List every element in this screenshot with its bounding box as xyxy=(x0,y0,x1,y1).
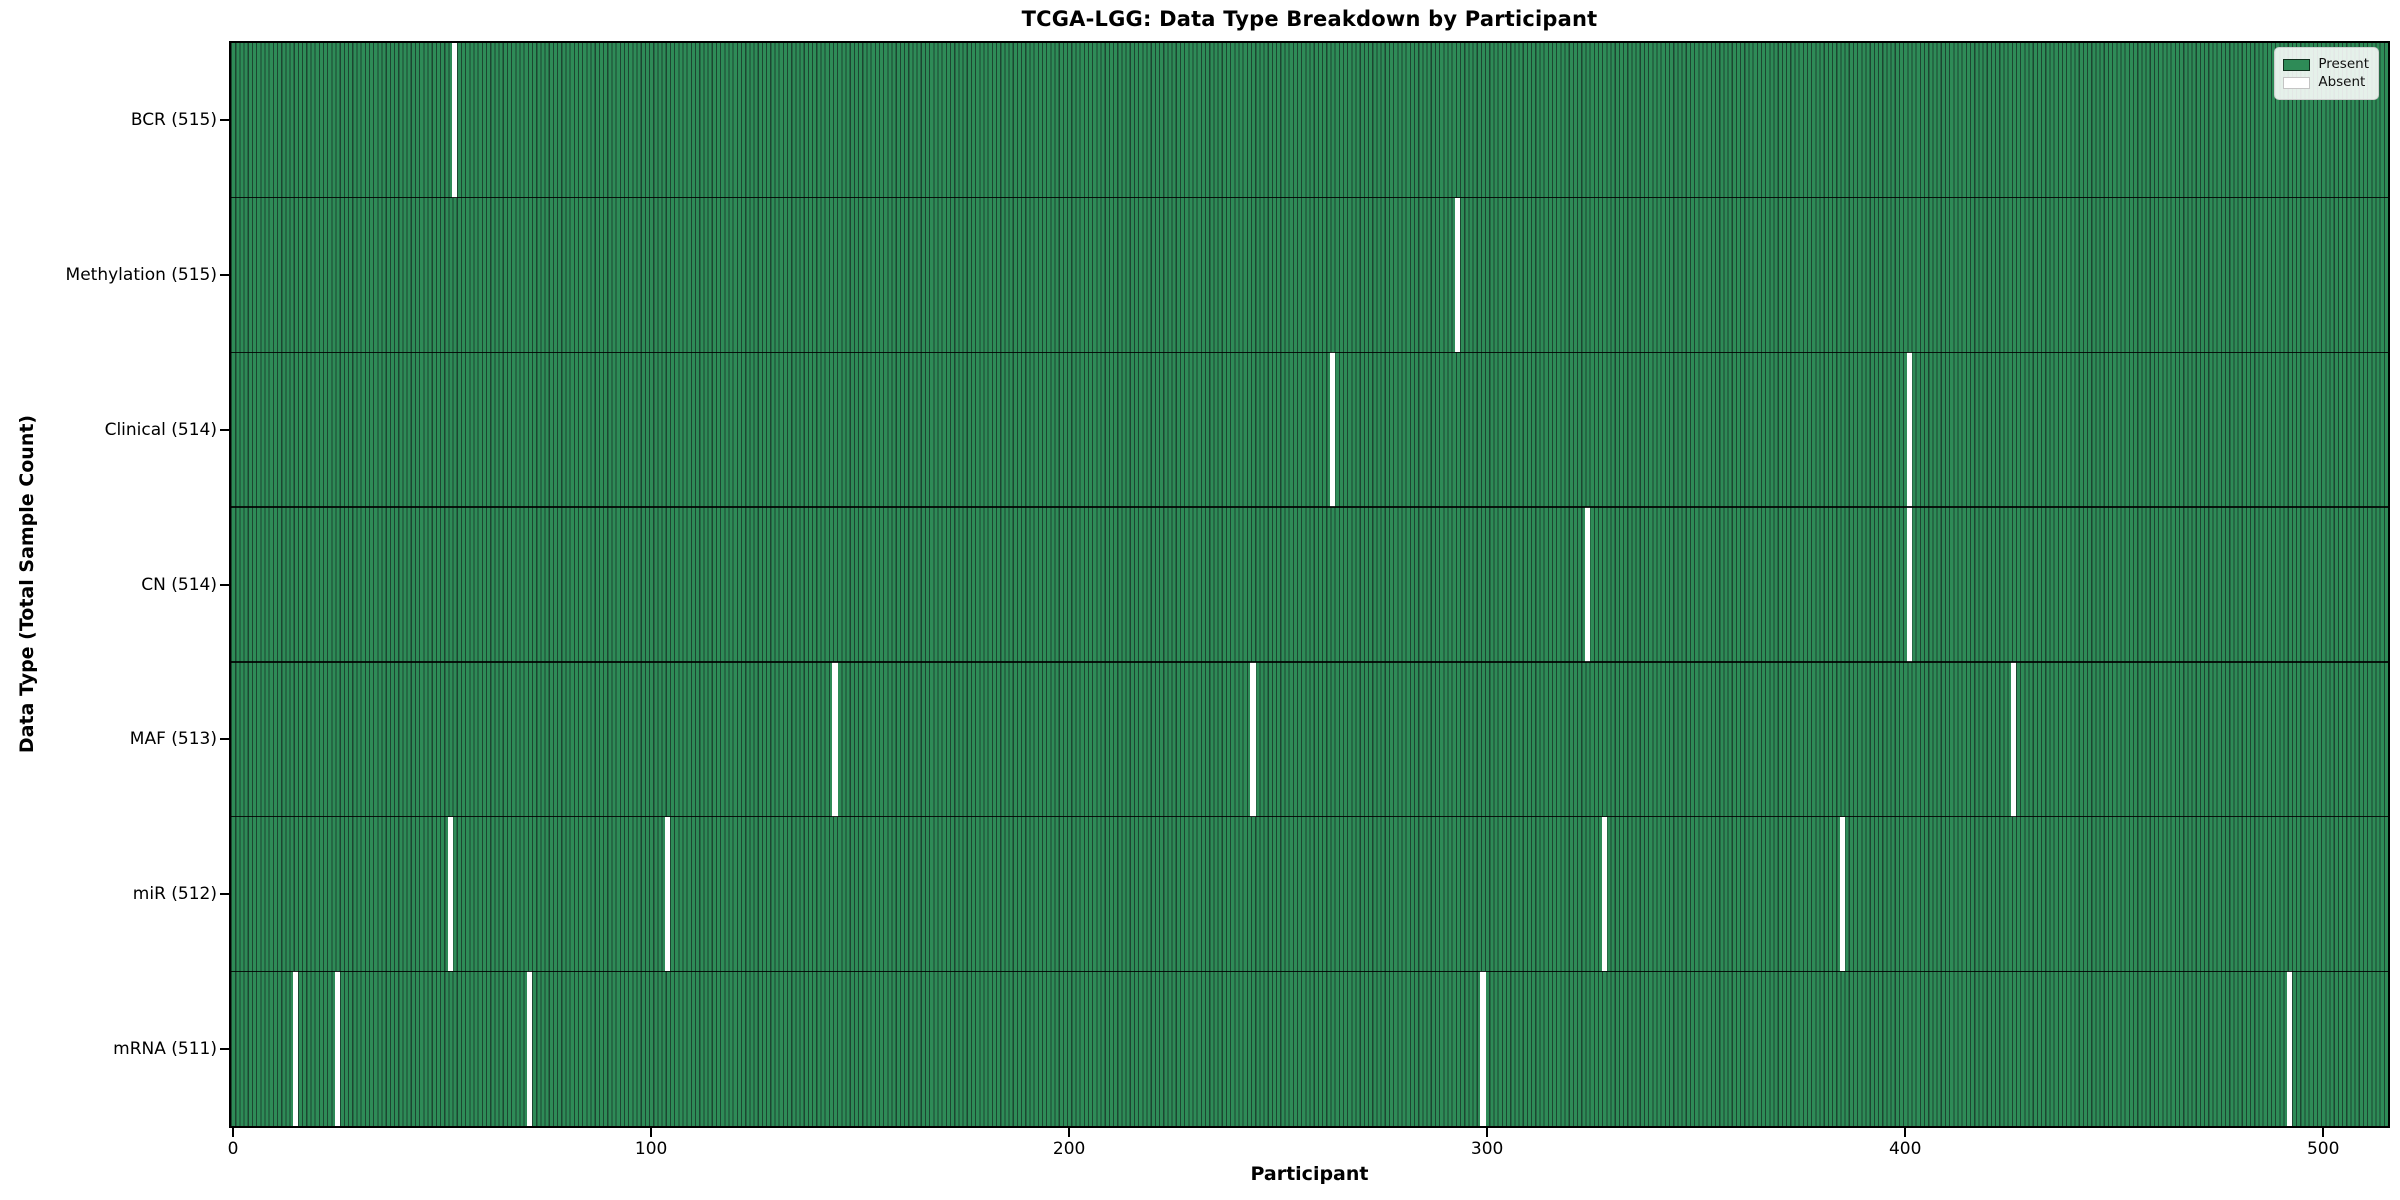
x-axis-tick xyxy=(1486,1128,1489,1137)
y-axis-tick xyxy=(220,738,229,741)
absent-gap xyxy=(452,43,458,198)
row-divider xyxy=(231,815,2388,818)
x-axis-tick xyxy=(650,1128,653,1137)
absent-gap xyxy=(1906,507,1912,662)
absent-gap xyxy=(1906,352,1912,508)
row-band-mrna xyxy=(231,971,2388,1126)
legend-present-label: Present xyxy=(2318,56,2369,72)
row-divider xyxy=(231,351,2388,354)
x-axis-tick xyxy=(232,1128,235,1137)
x-tick-label: 200 xyxy=(1052,1139,1086,1159)
absent-gap xyxy=(335,971,341,1126)
y-tick-label: MAF (513) xyxy=(129,729,217,750)
row-divider xyxy=(231,196,2388,199)
absent-gap xyxy=(447,816,454,972)
x-axis-title: Participant xyxy=(1250,1163,1369,1185)
x-tick-label: 300 xyxy=(1470,1139,1504,1159)
y-axis-tick xyxy=(220,583,229,586)
absent-gap xyxy=(832,661,838,817)
row-divider xyxy=(231,970,2388,973)
absent-gap xyxy=(2011,661,2017,817)
x-axis-tick xyxy=(2322,1128,2325,1137)
absent-gap xyxy=(1480,971,1486,1126)
y-axis-tick xyxy=(220,1047,229,1050)
absent-gap xyxy=(2287,971,2293,1126)
absent-gap xyxy=(1839,816,1846,972)
legend: Present Absent xyxy=(2274,47,2379,100)
y-tick-label: Clinical (514) xyxy=(104,419,217,440)
y-tick-label: Methylation (515) xyxy=(65,265,217,286)
x-tick-label: 500 xyxy=(2306,1139,2340,1159)
y-tick-label: mRNA (511) xyxy=(113,1038,217,1059)
x-tick-label: 100 xyxy=(634,1139,668,1159)
chart-title: TCGA-LGG: Data Type Breakdown by Partici… xyxy=(1021,7,1598,31)
y-axis-tick xyxy=(220,428,229,431)
absent-gap xyxy=(527,971,533,1126)
legend-absent-label: Absent xyxy=(2318,74,2366,90)
absent-gap xyxy=(1584,507,1591,662)
y-axis-tick xyxy=(220,892,229,895)
plot-area: Present Absent xyxy=(229,41,2390,1128)
absent-gap xyxy=(1250,661,1256,817)
y-tick-label: CN (514) xyxy=(141,574,217,595)
legend-entry-absent: Absent xyxy=(2283,75,2369,90)
absent-swatch-icon xyxy=(2283,76,2311,89)
row-band-bcr xyxy=(231,43,2388,198)
absent-gap xyxy=(1329,352,1336,508)
y-axis-tick xyxy=(220,119,229,122)
row-band-maf xyxy=(231,661,2388,817)
row-band-cn xyxy=(231,507,2388,662)
row-band-mir xyxy=(231,816,2388,972)
y-axis-tick xyxy=(220,274,229,277)
row-band-methylation xyxy=(231,197,2388,353)
x-tick-label: 0 xyxy=(227,1139,239,1159)
row-band-clinical xyxy=(231,352,2388,508)
x-tick-label: 400 xyxy=(1888,1139,1922,1159)
absent-gap xyxy=(1455,197,1461,353)
row-divider xyxy=(231,661,2388,663)
absent-gap xyxy=(1601,816,1607,972)
x-axis-tick xyxy=(1068,1128,1071,1137)
absent-gap xyxy=(293,971,299,1126)
present-swatch-icon xyxy=(2283,58,2311,71)
legend-entry-present: Present xyxy=(2283,57,2369,72)
absent-gap xyxy=(665,816,671,972)
y-tick-label: BCR (515) xyxy=(130,110,217,131)
y-tick-label: miR (512) xyxy=(132,883,217,904)
row-divider xyxy=(231,506,2388,508)
x-axis-tick xyxy=(1904,1128,1907,1137)
